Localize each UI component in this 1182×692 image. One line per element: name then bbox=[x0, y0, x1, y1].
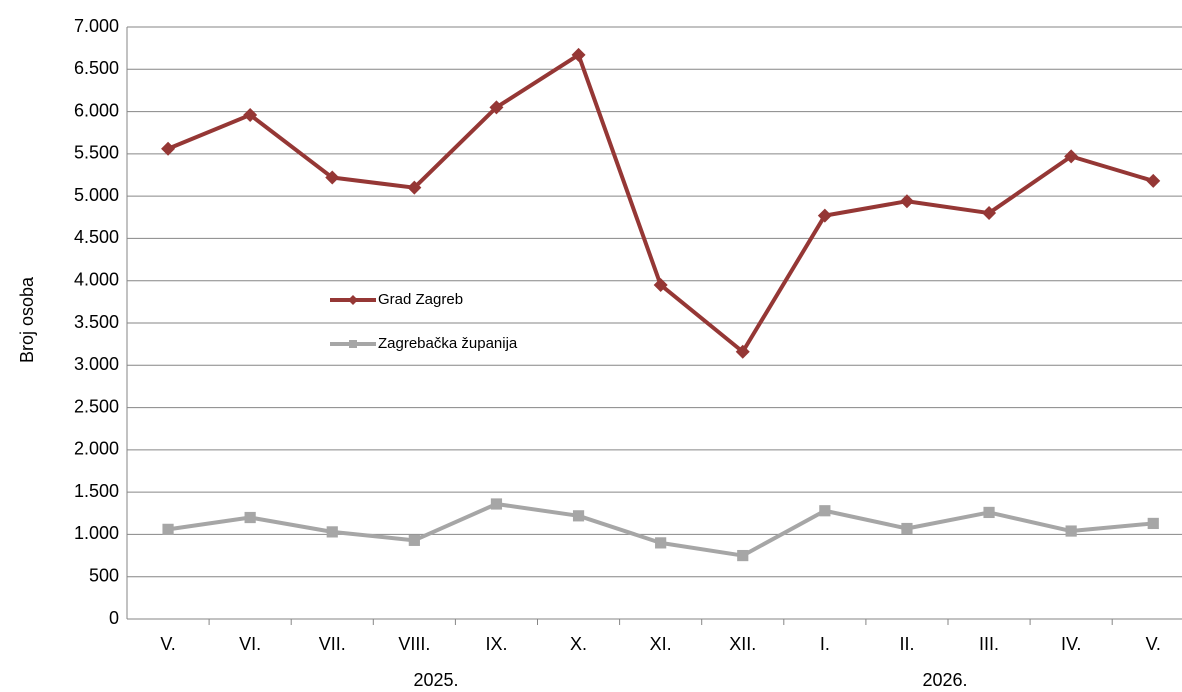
marker bbox=[348, 295, 358, 305]
marker bbox=[1147, 517, 1159, 530]
y-tick-label: 5.500 bbox=[74, 143, 119, 163]
y-tick-label: 0 bbox=[109, 608, 119, 628]
marker bbox=[326, 526, 338, 538]
marker bbox=[572, 510, 585, 522]
x-tick-label: XII. bbox=[729, 634, 756, 654]
y-tick-label: 500 bbox=[89, 565, 119, 585]
series-line bbox=[167, 52, 1154, 354]
x-group-label: 2026. bbox=[922, 670, 967, 690]
marker bbox=[1064, 149, 1079, 164]
x-tick-label: X. bbox=[570, 634, 587, 654]
marker bbox=[243, 107, 258, 122]
x-group-label: 2025. bbox=[413, 670, 458, 690]
marker bbox=[325, 170, 340, 185]
marker bbox=[349, 340, 357, 348]
marker bbox=[735, 344, 750, 359]
x-tick-label: III. bbox=[979, 634, 999, 654]
x-tick-label: V. bbox=[1146, 634, 1161, 654]
y-tick-label: 3.500 bbox=[74, 312, 119, 332]
y-tick-label: 7.000 bbox=[74, 16, 119, 36]
x-tick-label: XI. bbox=[650, 634, 672, 654]
y-axis-label: Broj osoba bbox=[17, 276, 37, 363]
y-tick-label: 6.000 bbox=[74, 100, 119, 120]
marker bbox=[653, 277, 668, 292]
y-tick-label: 5.000 bbox=[74, 185, 119, 205]
marker bbox=[490, 498, 503, 510]
legend-label: Zagrebačka županija bbox=[378, 335, 518, 352]
marker bbox=[819, 505, 831, 517]
marker bbox=[1065, 525, 1077, 537]
y-tick-label: 4.000 bbox=[74, 269, 119, 289]
y-tick-label: 6.500 bbox=[74, 58, 119, 78]
marker bbox=[489, 100, 504, 115]
x-tick-label: VI. bbox=[239, 634, 261, 654]
marker bbox=[162, 523, 174, 535]
marker bbox=[899, 194, 914, 209]
x-tick-label: VIII. bbox=[398, 634, 430, 654]
x-tick-label: I. bbox=[820, 634, 830, 654]
x-tick-label: V. bbox=[160, 634, 175, 654]
y-tick-label: 2.500 bbox=[74, 396, 119, 416]
marker bbox=[737, 549, 749, 562]
y-tick-label: 2.000 bbox=[74, 439, 119, 459]
legend-label: Grad Zagreb bbox=[378, 291, 463, 308]
marker bbox=[408, 534, 420, 546]
x-tick-label: IX. bbox=[485, 634, 507, 654]
y-tick-label: 1.000 bbox=[74, 523, 119, 543]
x-tick-label: II. bbox=[899, 634, 914, 654]
marker bbox=[983, 506, 995, 519]
marker bbox=[407, 180, 422, 195]
marker bbox=[655, 537, 667, 549]
y-tick-label: 1.500 bbox=[74, 481, 119, 501]
marker bbox=[1146, 173, 1161, 188]
marker bbox=[817, 208, 832, 223]
marker bbox=[982, 206, 997, 221]
y-tick-label: 4.500 bbox=[74, 227, 119, 247]
marker bbox=[244, 511, 256, 524]
marker bbox=[571, 47, 586, 62]
x-tick-label: VII. bbox=[319, 634, 346, 654]
marker bbox=[901, 522, 913, 535]
x-tick-label: IV. bbox=[1061, 634, 1081, 654]
marker bbox=[161, 141, 176, 156]
y-tick-label: 3.000 bbox=[74, 354, 119, 374]
